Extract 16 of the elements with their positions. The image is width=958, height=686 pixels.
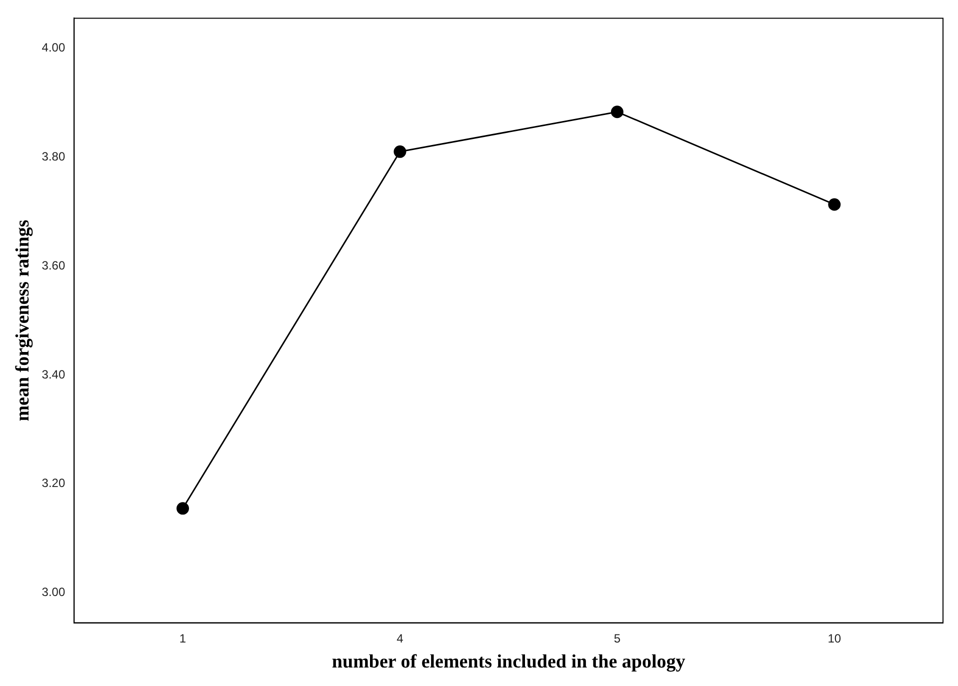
y-tick-label: 4.00 (42, 40, 66, 54)
y-tick-label: 3.20 (42, 476, 66, 490)
x-axis-title: number of elements included in the apology (332, 652, 686, 673)
x-tick-label: 5 (614, 631, 621, 646)
point (828, 198, 841, 211)
x-tick-label: 10 (828, 631, 842, 646)
point (176, 502, 190, 515)
y-tick-label: 3.40 (42, 367, 66, 382)
y-tick-label: 3.60 (42, 258, 66, 272)
y-tick-label: 3.80 (42, 149, 66, 164)
point (394, 145, 406, 158)
x-tick-label: 4 (396, 631, 404, 646)
y-tick-label: 3.00 (42, 585, 66, 600)
y-axis-title: mean forgiveness ratings (12, 220, 34, 422)
point (610, 106, 624, 118)
x-tick-label: 1 (179, 631, 186, 646)
